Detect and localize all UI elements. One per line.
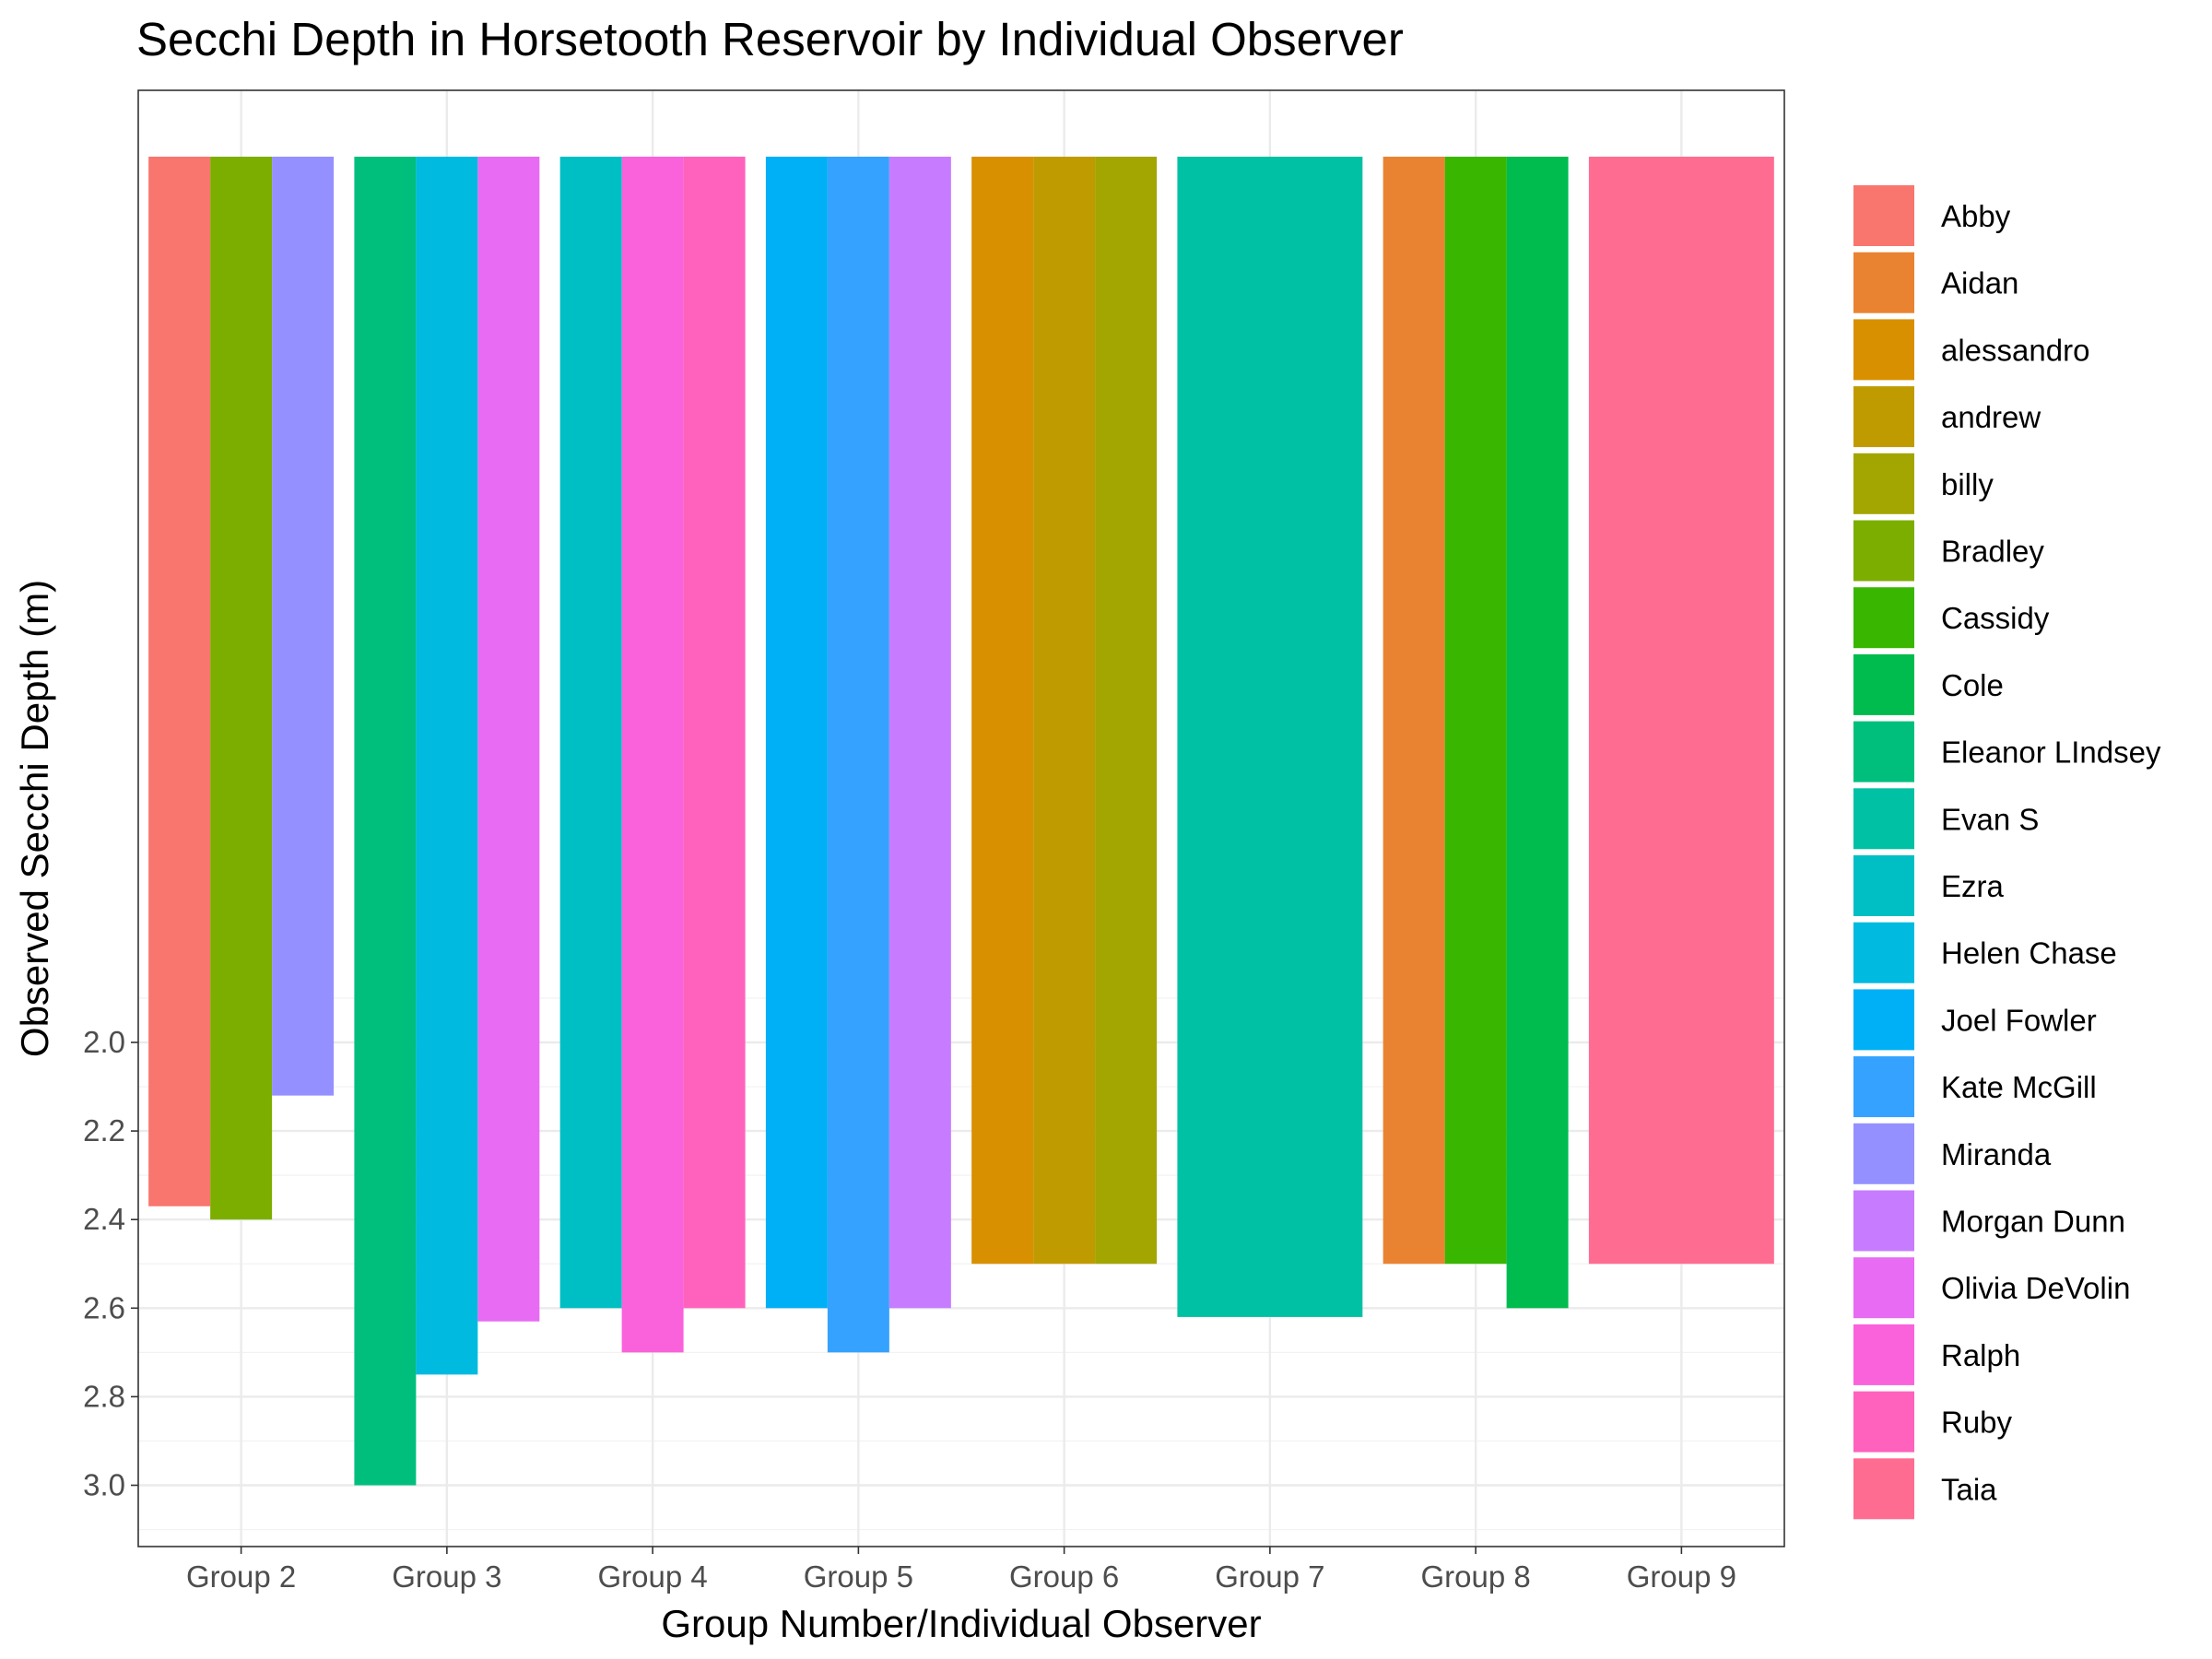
legend-key	[1853, 721, 1914, 782]
legend-label: Morgan Dunn	[1941, 1205, 2125, 1239]
legend-key	[1853, 922, 1914, 983]
legend-key	[1853, 386, 1914, 448]
y-tick-label: 2.6	[83, 1290, 125, 1324]
x-tick-label: Group 7	[1215, 1559, 1324, 1594]
legend-label: Ruby	[1941, 1406, 2013, 1440]
legend-key	[1853, 1123, 1914, 1184]
legend-key	[1853, 855, 1914, 916]
legend-label: billy	[1941, 467, 1994, 501]
y-tick-label: 2.0	[83, 1025, 125, 1059]
bar-ralph	[621, 157, 684, 1353]
bars	[148, 157, 1774, 1486]
bar-olivia-devolin	[477, 157, 540, 1322]
legend-label: Kate McGill	[1941, 1070, 2097, 1104]
bar-helen-chase	[416, 157, 478, 1375]
bar-ruby	[683, 157, 746, 1309]
legend-label: Abby	[1941, 199, 2011, 233]
y-tick-label: 2.8	[83, 1379, 125, 1413]
legend: Abby Aidan alessandro andrew billy Bradley Cas…	[1853, 185, 2161, 1520]
legend-label: Evan S	[1941, 802, 2039, 836]
legend-key	[1853, 319, 1914, 381]
legend-key	[1853, 1257, 1914, 1319]
legend-label: Helen Chase	[1941, 936, 2117, 971]
legend-key	[1853, 520, 1914, 582]
x-tick-label: Group 8	[1421, 1559, 1531, 1594]
legend-label: Taia	[1941, 1472, 1997, 1506]
y-axis: 2.0 2.2 2.4 2.6 2.8 3.0	[83, 1025, 138, 1502]
legend-key	[1853, 1056, 1914, 1118]
x-axis: Group 2 Group 3 Group 4 Group 5 Group 6 Group…	[186, 1547, 1736, 1594]
legend-key	[1853, 989, 1914, 1051]
y-tick-label: 2.2	[83, 1113, 125, 1147]
plot-border	[137, 89, 1785, 1547]
legend-label: Bradley	[1941, 535, 2044, 569]
legend-key	[1853, 1324, 1914, 1385]
y-axis-title: Observed Secchi Depth (m)	[13, 580, 56, 1057]
legend-label: Cassidy	[1941, 601, 2050, 635]
legend-key	[1853, 788, 1914, 850]
bar-cole	[1506, 157, 1569, 1309]
legend-key	[1853, 1391, 1914, 1453]
legend-key	[1853, 653, 1914, 715]
x-tick-label: Group 6	[1009, 1559, 1119, 1594]
legend-key	[1853, 185, 1914, 246]
legend-key	[1853, 252, 1914, 313]
legend-label: Aidan	[1941, 266, 2018, 300]
legend-label: Cole	[1941, 668, 2004, 702]
legend-label: Joel Fowler	[1941, 1003, 2097, 1037]
bar-evan-s	[1177, 157, 1363, 1317]
x-tick-label: Group 4	[598, 1559, 708, 1594]
bar-taia	[1588, 157, 1774, 1265]
legend-label: andrew	[1941, 400, 2041, 434]
x-axis-title: Group Number/Individual Observer	[661, 1602, 1261, 1645]
bar-billy	[1095, 157, 1158, 1265]
x-tick-label: Group 5	[804, 1559, 913, 1594]
bar-ezra	[559, 157, 622, 1309]
chart-title: Secchi Depth in Horsetooth Reservoir by …	[136, 13, 1404, 65]
y-tick-label: 3.0	[83, 1468, 125, 1502]
bar-abby	[148, 157, 211, 1206]
bar-alessandro	[971, 157, 1034, 1265]
x-tick-label: Group 9	[1627, 1559, 1736, 1594]
legend-key	[1853, 453, 1914, 514]
bar-morgan-dunn	[888, 157, 951, 1309]
legend-label: Miranda	[1941, 1137, 2052, 1171]
bar-cassidy	[1444, 157, 1507, 1265]
legend-label: Eleanor LIndsey	[1941, 735, 2161, 770]
legend-label: Ralph	[1941, 1338, 2020, 1372]
legend-key	[1853, 587, 1914, 649]
x-tick-label: Group 3	[392, 1559, 501, 1594]
x-tick-label: Group 2	[186, 1559, 296, 1594]
legend-label: alessandro	[1941, 333, 2089, 367]
legend-key	[1853, 1190, 1914, 1252]
bar-kate-mcgill	[827, 157, 889, 1353]
bar-bradley	[210, 157, 273, 1220]
legend-label: Olivia DeVolin	[1941, 1271, 2130, 1305]
legend-label: Ezra	[1941, 869, 2005, 903]
bar-andrew	[1033, 157, 1096, 1265]
bar-eleanor-lindsey	[354, 157, 417, 1486]
y-tick-label: 2.4	[83, 1202, 125, 1236]
bar-joel-fowler	[765, 157, 828, 1309]
legend-key	[1853, 1458, 1914, 1520]
bar-miranda	[272, 157, 335, 1096]
bar-aidan	[1382, 157, 1445, 1265]
